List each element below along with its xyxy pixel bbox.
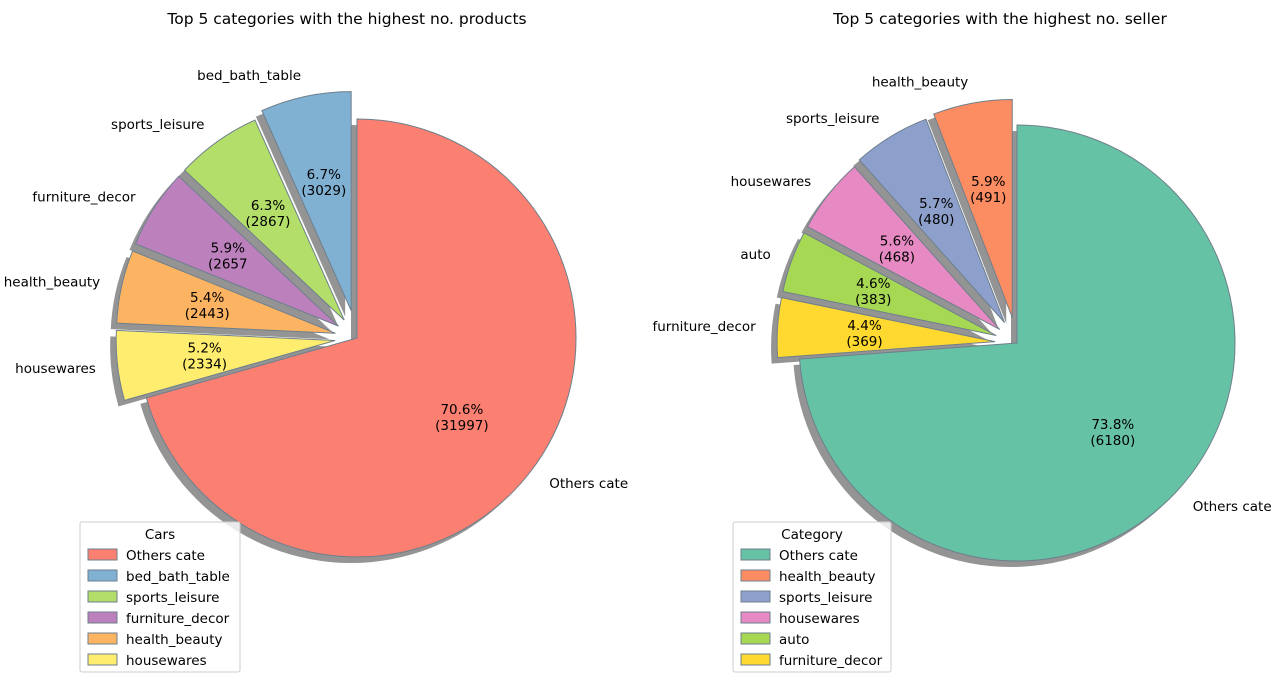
slice-percent-label: 70.6%: [440, 402, 483, 418]
slice-percent-label: 4.4%: [847, 318, 881, 334]
legend-entry: sports_leisure: [779, 590, 872, 606]
slice-count-label: (480): [918, 212, 954, 228]
slice-others-cate: [799, 124, 1236, 562]
slice-count-label: (491): [970, 190, 1006, 206]
legend-entry: housewares: [126, 653, 207, 669]
slice-label: auto: [740, 247, 770, 263]
slice-count-label: (3029): [301, 183, 346, 199]
slice-label: bed_bath_table: [197, 68, 301, 84]
slice-label: furniture_decor: [652, 319, 756, 335]
legend-frame: [79, 521, 241, 673]
slice-label: furniture_decor: [32, 189, 136, 205]
slice-count-label: (6180): [1090, 433, 1135, 449]
slice-count-label: (468): [879, 250, 915, 266]
pie-labels: Others cate 70.6%(31997) bed_bath_table 6.7…: [4, 68, 628, 492]
slice-count-label: (369): [846, 334, 882, 350]
legend-swatch-furniture-decor: [740, 653, 771, 666]
slice-label: Others cate: [1193, 499, 1272, 515]
legend-swatch-others-cate: [740, 548, 771, 561]
legend: Cars Others cate bed_bath_table sports_lei…: [79, 521, 241, 673]
slice-label: health_beauty: [4, 275, 100, 291]
pie-labels: Others cate73.8%(6180)health_beauty5.9%(…: [652, 75, 1271, 516]
slice-percent-label: 5.9%: [211, 240, 245, 256]
legend-swatch-bed-bath-table: [87, 569, 118, 582]
legend-swatch-housewares: [87, 653, 118, 666]
slice-housewares: [806, 166, 1001, 330]
pie-slices: [776, 98, 1236, 562]
slice-count-label: (2657: [208, 256, 248, 272]
slice-count-label: (31997): [435, 418, 488, 434]
slice-percent-label: 5.6%: [880, 234, 914, 250]
legend-entry: sports_leisure: [126, 590, 219, 606]
slice-percent-label: 6.3%: [251, 198, 285, 214]
legend-swatch-sports-leisure: [740, 590, 771, 603]
chart-title: Top 5 categories with the highest no. se…: [832, 10, 1167, 28]
legend-entry: housewares: [779, 611, 860, 627]
slice-furniture-decor: [776, 296, 996, 359]
legend-swatch-health-beauty: [740, 569, 771, 582]
slice-percent-label: 4.6%: [856, 276, 890, 292]
slice-sports-leisure: [183, 119, 345, 321]
slice-count-label: (383): [855, 292, 891, 308]
slice-sports-leisure: [858, 118, 1005, 323]
slice-label: housewares: [15, 361, 96, 377]
legend-swatch-sports-leisure: [87, 590, 118, 603]
slice-percent-label: 6.7%: [307, 167, 341, 183]
slice-percent-label: 5.7%: [919, 196, 953, 212]
legend-swatch-furniture-decor: [87, 611, 118, 624]
pie-slices: [115, 91, 577, 558]
legend-swatch-housewares: [740, 611, 771, 624]
slice-health-beauty: [116, 250, 336, 334]
slice-auto: [782, 232, 997, 337]
legend-entry: furniture_decor: [779, 653, 883, 669]
legend-swatch-others-cate: [87, 548, 118, 561]
chart-title: Top 5 categories with the highest no. pr…: [166, 10, 526, 28]
slice-bed-bath-table: [261, 91, 352, 311]
slice-count-label: (2867): [246, 214, 291, 230]
slice-others-cate: [145, 118, 577, 558]
slice-label: housewares: [731, 174, 812, 190]
legend-entry: health_beauty: [779, 569, 875, 585]
slice-count-label: (2334): [182, 357, 227, 373]
legend-entry: Others cate: [126, 548, 205, 564]
legend-entry: furniture_decor: [126, 611, 230, 627]
slice-count-label: (2443): [185, 306, 230, 322]
legend: Category Others cate health_beauty sports_…: [732, 521, 892, 673]
legend-entry: health_beauty: [126, 632, 222, 648]
legend-entry: Others cate: [779, 548, 858, 564]
slice-furniture-decor: [134, 175, 339, 327]
pie-chart-sellers: Top 5 categories with the highest no. se…: [652, 10, 1272, 673]
legend-swatch-auto: [740, 632, 771, 645]
slice-label: health_beauty: [872, 75, 968, 91]
slice-percent-label: 73.8%: [1091, 417, 1134, 433]
slice-label: sports_leisure: [786, 111, 879, 127]
slice-percent-label: 5.9%: [971, 174, 1005, 190]
legend-title: Cars: [145, 527, 175, 543]
legend-entry: bed_bath_table: [126, 569, 230, 585]
legend-title: Category: [781, 527, 843, 543]
slice-label: Others cate: [549, 476, 628, 492]
slice-label: sports_leisure: [111, 117, 204, 133]
slice-health-beauty: [933, 98, 1013, 318]
legend-entry: auto: [779, 632, 809, 648]
legend-frame: [732, 521, 892, 673]
legend-swatch-health-beauty: [87, 632, 118, 645]
pie-chart-products: Top 5 categories with the highest no. pr…: [4, 10, 628, 673]
slice-percent-label: 5.4%: [190, 290, 224, 306]
slice-housewares: [115, 329, 336, 402]
slice-percent-label: 5.2%: [187, 341, 221, 357]
